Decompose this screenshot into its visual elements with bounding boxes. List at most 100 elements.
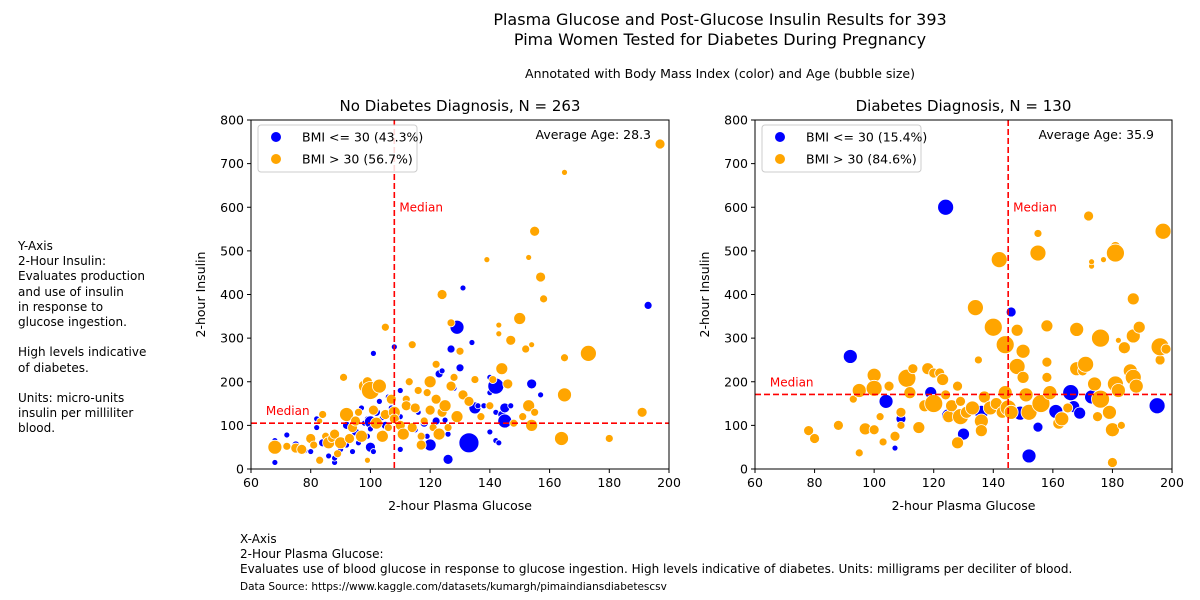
point-bmi-high xyxy=(350,415,361,427)
x-tick-label: 200 xyxy=(657,475,681,490)
data-points xyxy=(803,198,1172,468)
point-bmi-high xyxy=(1126,292,1140,306)
point-bmi-high xyxy=(333,449,342,459)
x-tick-label: 140 xyxy=(478,475,502,490)
point-bmi-low xyxy=(283,431,291,439)
point-bmi-low xyxy=(842,349,858,364)
point-bmi-high xyxy=(436,289,448,300)
point-bmi-high xyxy=(422,388,432,398)
legend-marker-bmi-low xyxy=(271,132,281,142)
point-bmi-high xyxy=(1092,411,1103,423)
point-bmi-low xyxy=(643,301,653,310)
point-bmi-high xyxy=(955,395,966,407)
point-bmi-high xyxy=(579,344,597,362)
legend-box xyxy=(257,124,418,173)
point-bmi-high xyxy=(1116,420,1126,430)
point-bmi-high xyxy=(1054,411,1070,427)
y-tick-label: 500 xyxy=(220,243,244,258)
point-bmi-high xyxy=(339,407,354,422)
point-bmi-high xyxy=(951,436,964,450)
y-tick-label: 400 xyxy=(724,287,748,302)
point-bmi-high xyxy=(404,377,414,387)
point-bmi-low xyxy=(497,413,513,429)
legend-label-bmi-high: BMI > 30 (56.7%) xyxy=(302,152,413,167)
x-tick-label: 80 xyxy=(807,475,823,490)
point-bmi-high xyxy=(965,400,980,416)
average-age-annotation: Average Age: 35.9 xyxy=(1039,127,1155,142)
point-bmi-high xyxy=(450,410,464,424)
point-bmi-high xyxy=(463,395,475,407)
point-bmi-high xyxy=(997,385,1013,401)
point-bmi-high xyxy=(495,321,503,329)
legend-label-bmi-low: BMI <= 30 (43.3%) xyxy=(302,130,423,145)
point-bmi-low xyxy=(486,428,494,436)
point-bmi-high xyxy=(529,225,541,237)
average-age-annotation: Average Age: 28.3 xyxy=(536,127,652,142)
point-bmi-high xyxy=(355,429,368,443)
point-bmi-low xyxy=(1062,384,1080,402)
point-bmi-high xyxy=(952,380,963,392)
x-tick-label: 180 xyxy=(1100,475,1124,490)
point-bmi-high xyxy=(505,334,517,346)
point-bmi-high xyxy=(883,380,895,392)
legend-label-bmi-high: BMI > 30 (84.6%) xyxy=(806,152,917,167)
point-bmi-high xyxy=(470,375,480,384)
point-bmi-high xyxy=(875,412,885,422)
point-bmi-high xyxy=(1102,404,1117,420)
y-tick-label: 800 xyxy=(220,113,244,128)
point-bmi-high xyxy=(315,455,325,465)
point-bmi-high xyxy=(267,439,283,455)
y-tick-label: 200 xyxy=(220,374,244,389)
point-bmi-high xyxy=(1033,229,1043,238)
point-bmi-high xyxy=(974,424,988,438)
point-bmi-high xyxy=(483,256,491,264)
point-bmi-high xyxy=(530,407,540,417)
x-tick-label: 80 xyxy=(303,475,319,490)
point-bmi-high xyxy=(396,427,410,441)
point-bmi-high xyxy=(1077,355,1095,373)
point-bmi-high xyxy=(1088,258,1095,266)
point-bmi-high xyxy=(895,406,907,418)
point-bmi-low xyxy=(444,430,452,438)
point-bmi-high xyxy=(903,386,917,400)
x-tick-label: 160 xyxy=(538,475,562,490)
chart-title: No Diabetes Diagnosis, N = 263 xyxy=(340,97,581,115)
point-bmi-low xyxy=(1032,421,1044,433)
point-bmi-high xyxy=(535,271,547,283)
point-bmi-high xyxy=(368,404,379,416)
point-bmi-high xyxy=(521,344,531,354)
point-bmi-high xyxy=(803,425,815,437)
point-bmi-high xyxy=(1117,341,1131,355)
point-bmi-high xyxy=(383,423,393,432)
point-bmi-high xyxy=(967,299,984,316)
point-bmi-high xyxy=(865,379,883,397)
point-bmi-high xyxy=(990,251,1008,269)
point-bmi-high xyxy=(282,441,292,451)
point-bmi-high xyxy=(1110,383,1126,398)
legend-label-bmi-low: BMI <= 30 (15.4%) xyxy=(806,130,927,145)
point-bmi-high xyxy=(1106,243,1125,263)
point-bmi-high xyxy=(476,412,486,422)
chart-diabetes: Diabetes Diagnosis, N = 130 Median Median 6… xyxy=(697,97,1184,513)
point-bmi-high xyxy=(1041,356,1053,368)
point-bmi-high xyxy=(344,433,355,444)
point-bmi-low xyxy=(459,284,467,292)
point-bmi-high xyxy=(1029,244,1047,262)
point-bmi-high xyxy=(445,380,457,392)
point-bmi-high xyxy=(375,429,389,443)
point-bmi-high xyxy=(1008,358,1026,375)
point-bmi-low xyxy=(937,198,955,216)
point-bmi-high xyxy=(1015,343,1031,359)
y-tick-label: 100 xyxy=(220,418,244,433)
median-label-x: Median xyxy=(1013,200,1057,214)
point-bmi-low xyxy=(442,454,454,465)
point-bmi-low xyxy=(474,402,482,410)
point-bmi-low xyxy=(441,416,449,424)
point-bmi-high xyxy=(1083,210,1094,222)
point-bmi-high xyxy=(528,341,536,349)
point-bmi-high xyxy=(809,433,820,444)
point-bmi-high xyxy=(502,378,514,390)
point-bmi-high xyxy=(424,404,436,416)
x-tick-label: 120 xyxy=(418,475,442,490)
